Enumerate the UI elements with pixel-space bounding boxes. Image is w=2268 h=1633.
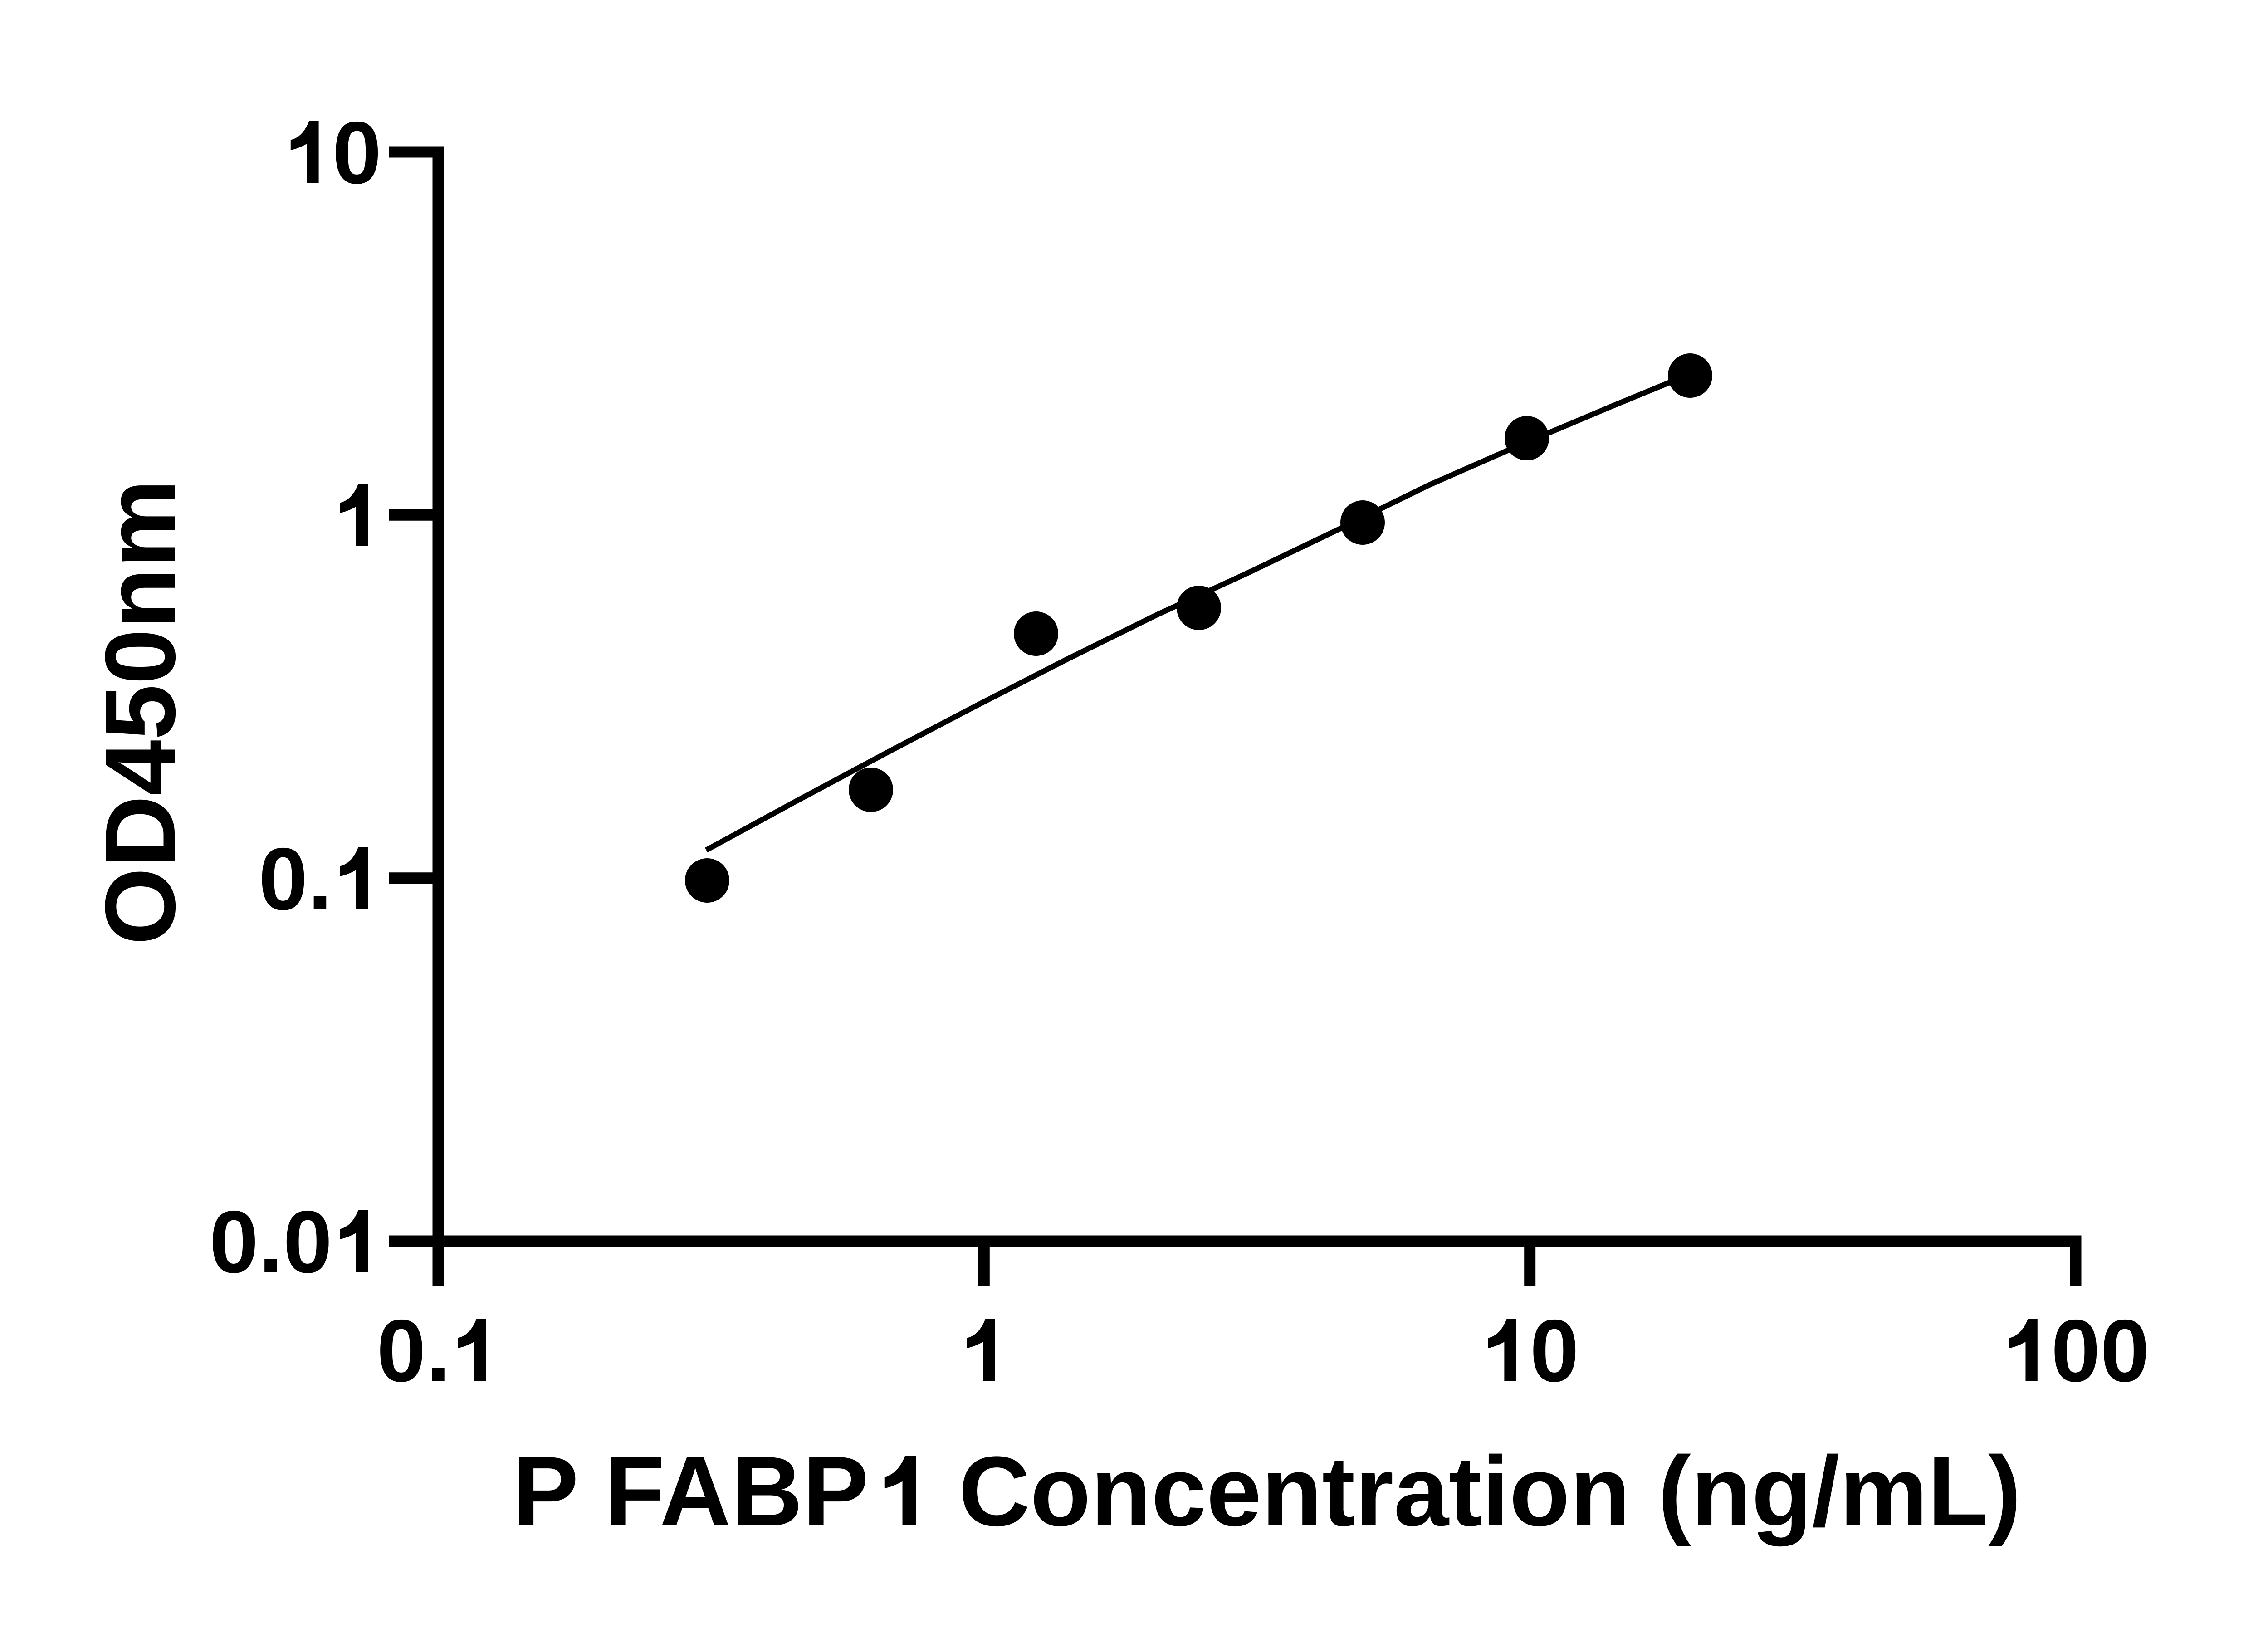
svg-text:00: 00 xyxy=(2051,1301,2150,1400)
svg-text:P FABP: P FABP xyxy=(513,1436,869,1547)
svg-text:0: 0 xyxy=(1530,1301,1579,1400)
svg-text:Concentration (ng/mL): Concentration (ng/mL) xyxy=(931,1436,2021,1547)
svg-text:0.: 0. xyxy=(259,830,332,929)
svg-text:0.0: 0.0 xyxy=(210,1193,332,1291)
svg-text:0: 0 xyxy=(332,103,381,202)
svg-text:OD450nm: OD450nm xyxy=(84,479,196,945)
svg-text:0.: 0. xyxy=(377,1301,451,1400)
